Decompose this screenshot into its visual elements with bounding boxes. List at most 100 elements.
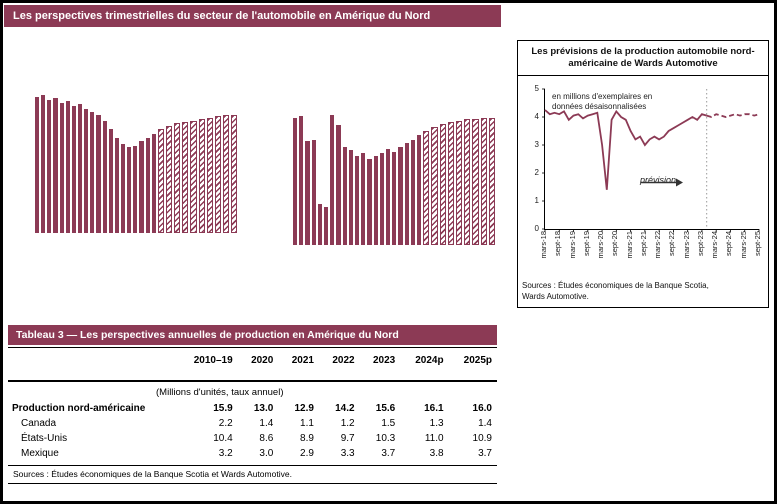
forecast-bar xyxy=(464,119,471,245)
forecast-bar xyxy=(182,122,189,233)
bar xyxy=(324,206,329,245)
table-row-canada: Canada 2.2 1.4 1.1 1.2 1.5 1.3 1.4 xyxy=(8,416,497,431)
table-row-etats-unis: États-Unis 10.4 8.6 8.9 9.7 10.3 11.0 10… xyxy=(8,431,497,446)
units-note: (Millions d'unités, taux annuel) xyxy=(156,387,284,398)
cell: 1.3 xyxy=(429,418,444,429)
table-header-row: 2010–19 2020 2021 2022 2023 2024p 2025p xyxy=(8,348,497,382)
y-tick-label: 2 xyxy=(534,168,539,177)
bar xyxy=(47,99,52,233)
cell: 9.7 xyxy=(340,433,355,444)
forecast-bar xyxy=(480,117,487,245)
x-tick-label: mars-25 xyxy=(738,231,748,259)
bar xyxy=(133,145,138,233)
production-table-wrap: 2010–19 2020 2021 2022 2023 2024p 2025p … xyxy=(8,347,497,484)
cell: 3.0 xyxy=(259,448,274,459)
forecast-bar xyxy=(456,120,463,245)
cell: 1.1 xyxy=(300,418,314,429)
bar xyxy=(392,151,397,245)
cell: 2.2 xyxy=(218,418,233,429)
row-label: Mexique xyxy=(21,448,59,459)
col-header-2021: 2021 xyxy=(278,348,319,382)
bar xyxy=(305,141,310,245)
x-tick-label: sept-20 xyxy=(610,231,620,257)
forecast-bar xyxy=(198,119,205,233)
bar xyxy=(293,117,298,245)
bar xyxy=(342,147,347,245)
forecast-bar xyxy=(472,119,479,245)
bar xyxy=(41,95,46,233)
cell: 16.1 xyxy=(424,403,444,414)
y-tick-label: 3 xyxy=(534,140,539,149)
cell: 3.7 xyxy=(381,448,396,459)
x-axis-labels: mars-18 sept-18 mars-19 sept-19 mars-20 sept-… xyxy=(518,231,768,281)
cell: 1.2 xyxy=(340,418,355,429)
forecast-bar xyxy=(165,126,173,233)
x-tick-label: mars-23 xyxy=(681,231,691,259)
bar-chart-center xyxy=(293,97,496,245)
bar xyxy=(139,141,144,233)
y-tick-label: 4 xyxy=(534,112,539,121)
bar xyxy=(65,101,70,233)
bar xyxy=(145,138,150,233)
line-chart-sources: Sources : Études économiques de la Banqu… xyxy=(522,281,709,301)
bar xyxy=(35,96,40,233)
x-tick-label: sept-24 xyxy=(724,231,734,257)
cell: 15.9 xyxy=(213,403,233,414)
bar xyxy=(96,114,101,233)
bar xyxy=(348,150,354,245)
cell: 15.6 xyxy=(375,403,396,414)
col-header-2024p: 2024p xyxy=(400,348,449,382)
forecast-bar xyxy=(431,126,438,245)
bar xyxy=(90,111,95,233)
bar xyxy=(336,125,341,245)
production-table: 2010–19 2020 2021 2022 2023 2024p 2025p … xyxy=(8,348,497,465)
right-arrow-icon xyxy=(641,178,683,187)
bar xyxy=(367,159,372,245)
cell: 13.0 xyxy=(253,403,274,414)
table-title: Tableau 3 — Les perspectives annuelles d… xyxy=(8,325,497,345)
forecast-bar xyxy=(206,117,213,233)
cell: 1.4 xyxy=(478,418,492,429)
units-note: en millions d'exemplaires en données dés… xyxy=(552,92,653,111)
cell: 11.0 xyxy=(424,433,444,444)
forecast-bar xyxy=(174,123,181,233)
forecast-label: prévision xyxy=(640,175,677,185)
cell: 8.9 xyxy=(300,433,314,444)
bar xyxy=(59,102,64,233)
cell: 16.0 xyxy=(472,403,492,414)
forecast-bar xyxy=(231,114,238,233)
cell: 3.8 xyxy=(429,448,444,459)
forecast-bar xyxy=(190,120,197,233)
bar xyxy=(404,142,409,245)
bar xyxy=(102,120,107,233)
x-tick-label: sept-22 xyxy=(667,231,677,257)
bar xyxy=(299,116,304,245)
bar xyxy=(373,156,378,245)
forecast-bar xyxy=(214,116,221,233)
x-tick-label: mars-21 xyxy=(624,231,634,259)
bar xyxy=(77,104,83,233)
bar xyxy=(398,147,403,245)
col-header-2025p: 2025p xyxy=(448,348,497,382)
forecast-bar xyxy=(439,123,446,245)
x-tick-label: mars-22 xyxy=(653,231,663,259)
row-label: États-Unis xyxy=(21,433,68,444)
cell: 10.9 xyxy=(472,433,492,444)
bar xyxy=(379,153,385,245)
cell: 1.5 xyxy=(381,418,396,429)
col-header-empty xyxy=(8,348,176,382)
y-tick-label: 1 xyxy=(534,196,539,205)
bar xyxy=(151,133,156,233)
bar xyxy=(355,156,360,245)
bar xyxy=(410,139,416,245)
table-row-mexique: Mexique 3.2 3.0 2.9 3.3 3.7 3.8 3.7 xyxy=(8,446,497,465)
line-chart-title: Les prévisions de la production automobi… xyxy=(518,41,768,76)
col-header-2010-19: 2010–19 xyxy=(176,348,238,382)
cell: 1.4 xyxy=(259,418,274,429)
table-row-total: Production nord-américaine 15.9 13.0 12.… xyxy=(8,401,497,416)
x-tick-label: mars-19 xyxy=(567,231,577,259)
x-tick-label: sept-21 xyxy=(638,231,648,257)
bar xyxy=(53,98,58,233)
line-chart-plot: en millions d'exemplaires en données dés… xyxy=(542,88,760,232)
